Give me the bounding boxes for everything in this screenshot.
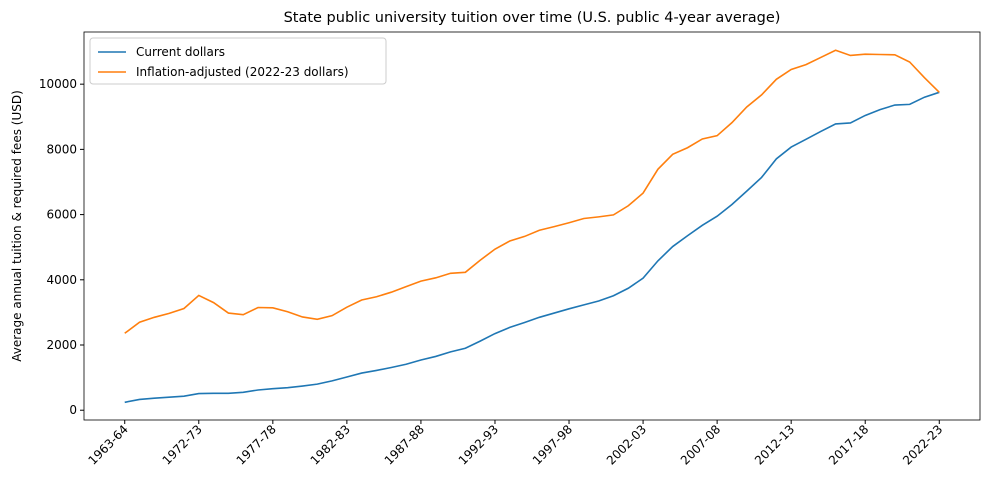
legend-label: Inflation-adjusted (2022-23 dollars) [136,65,349,79]
line-series [124,91,940,404]
y-tick-label: 0 [69,403,77,417]
y-tick-label: 8000 [46,142,77,156]
y-axis-label: Average annual tuition & required fees (… [10,90,24,362]
chart-title: State public university tuition over tim… [284,10,781,26]
y-tick-label: 2000 [46,338,77,352]
legend-label: Current dollars [136,45,225,59]
y-tick-label: 4000 [46,273,77,287]
y-tick-label: 10000 [39,77,77,91]
y-tick-label: 6000 [46,208,77,222]
line-series [124,49,940,334]
legend-box [89,37,387,85]
plot-frame [83,31,981,421]
